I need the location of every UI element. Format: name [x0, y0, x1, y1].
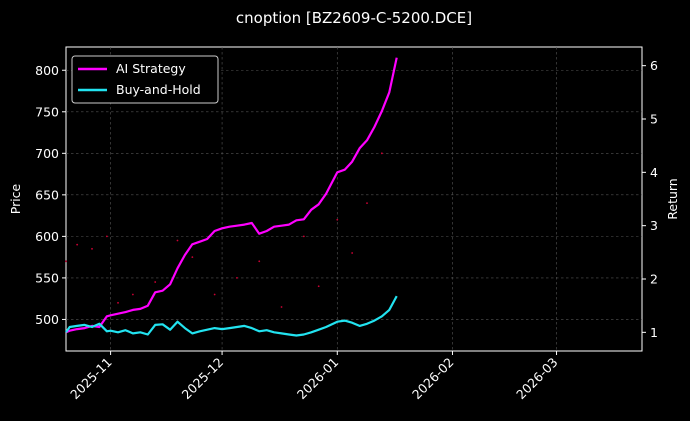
price-point	[191, 256, 194, 259]
price-point	[117, 301, 119, 304]
legend-label-ai-strategy: AI Strategy	[116, 61, 186, 76]
price-point	[280, 306, 283, 308]
y-right-tick-label: 2	[650, 272, 658, 287]
y-right-tick-label: 6	[650, 58, 658, 73]
y-left-tick-label: 800	[35, 63, 59, 78]
chart-title: cnoption [BZ2609-C-5200.DCE]	[236, 9, 472, 27]
y-left-tick-label: 500	[35, 312, 59, 327]
y-left-tick-label: 650	[35, 187, 59, 202]
price-point	[366, 202, 368, 205]
legend-box	[71, 55, 219, 104]
price-point	[351, 252, 354, 254]
legend: AI Strategy Buy-and-Hold	[71, 55, 219, 104]
price-point	[236, 277, 238, 279]
y-right-tick-label: 3	[650, 218, 658, 233]
price-point	[258, 260, 261, 263]
price-point	[213, 293, 216, 296]
y-left-tick-label: 600	[35, 229, 59, 244]
price-point	[317, 285, 320, 288]
price-point	[91, 247, 93, 250]
price-point	[336, 218, 339, 221]
y-right-tick-label: 1	[650, 325, 658, 340]
legend-label-buy-and-hold: Buy-and-Hold	[116, 82, 201, 97]
price-point	[154, 281, 157, 283]
price-point	[131, 293, 134, 296]
price-point	[76, 243, 79, 246]
price-point	[65, 260, 67, 263]
price-point	[105, 235, 108, 238]
y-left-tick-label: 700	[35, 146, 59, 161]
price-mark-layer	[65, 152, 383, 308]
y-right-tick-label: 4	[650, 165, 658, 180]
price-point	[176, 239, 179, 242]
y-axis-right-label: Return	[665, 178, 680, 219]
y-axis-left-label: Price	[8, 183, 23, 214]
price-point	[302, 235, 305, 238]
price-point	[380, 152, 383, 155]
y-right-tick-label: 5	[650, 112, 658, 127]
y-left-tick-label: 550	[35, 270, 59, 285]
series-layer	[65, 57, 398, 337]
y-left-tick-label: 750	[35, 104, 59, 119]
buy-and-hold-line	[65, 295, 398, 337]
ai-strategy-line	[65, 57, 398, 334]
